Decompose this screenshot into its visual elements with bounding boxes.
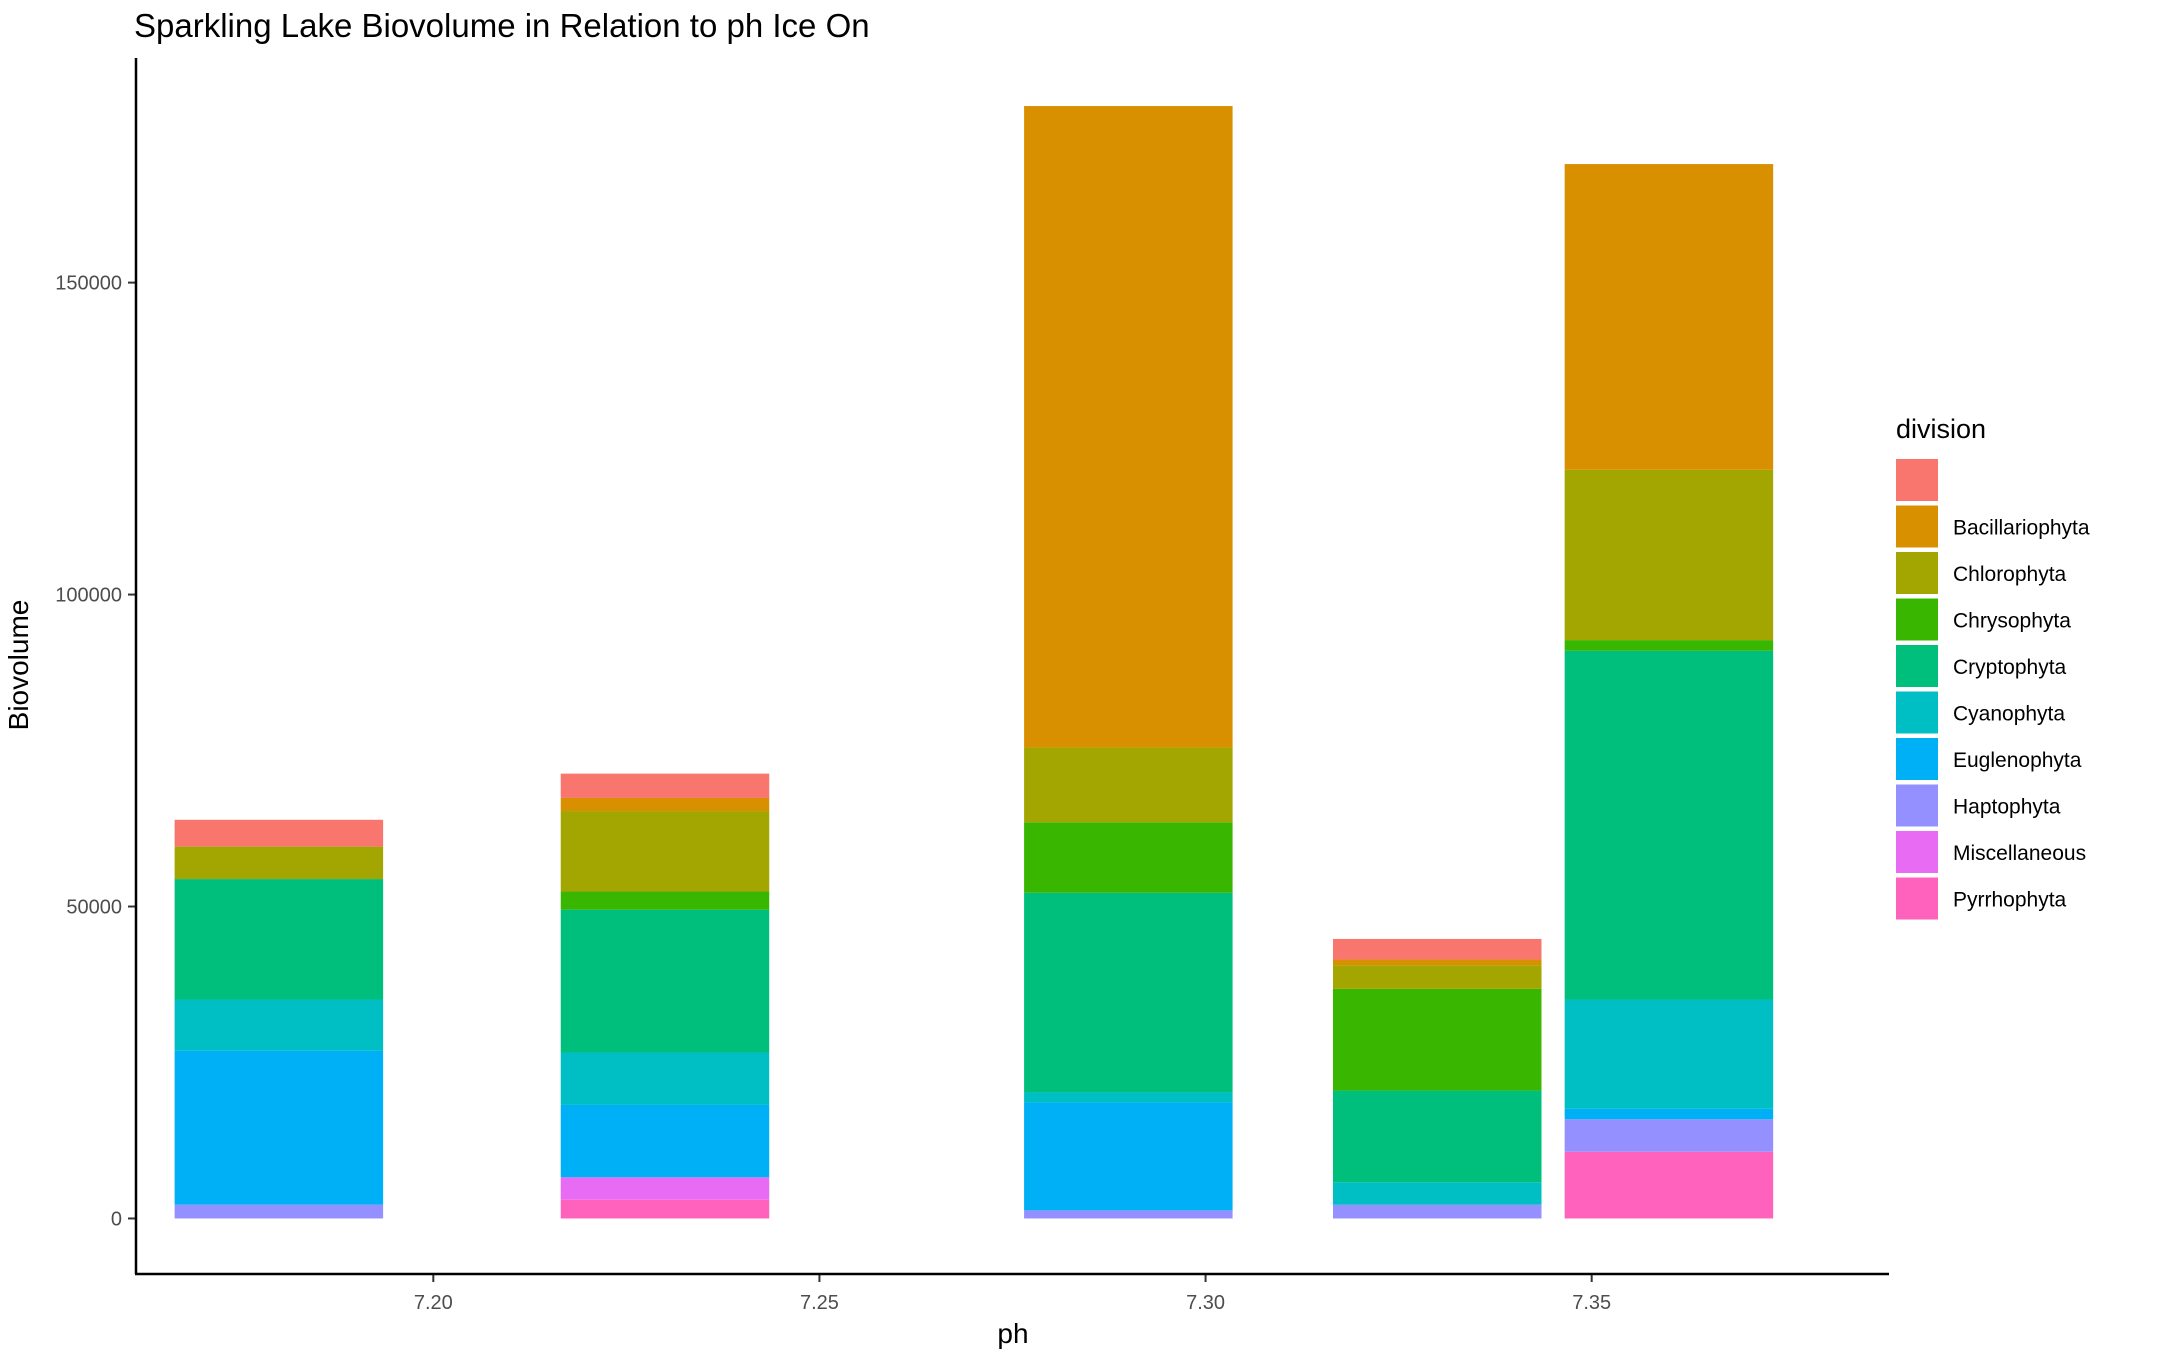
legend-key-cryptophyta [1896, 645, 1938, 687]
bar-segment-cryptophyta-7.33 [1332, 1090, 1542, 1183]
x-tick-label: 7.35 [1572, 1292, 1611, 1314]
legend-key-euglenophyta [1896, 738, 1938, 780]
x-tick-label: 7.20 [414, 1292, 453, 1314]
bar-segment-chrysophyta-7.23 [560, 891, 770, 910]
legend-label-miscellaneous: Miscellaneous [1953, 842, 2086, 865]
bar-segment-cyanophyta-7.36 [1564, 999, 1774, 1109]
legend-label-bacillariophyta: Bacillariophyta [1953, 517, 2090, 540]
legend-key-pyrrhophyta [1896, 877, 1938, 920]
legend-label-cyanophyta: Cyanophyta [1953, 703, 2065, 726]
x-tick-label: 7.25 [800, 1292, 839, 1314]
bar-segment-cryptophyta-7.23 [560, 909, 770, 1053]
bar-segment-miscellaneous-7.23 [560, 1177, 770, 1200]
bar-segment-cryptophyta-7.29 [1024, 892, 1233, 1093]
bar-segment-bacillariophyta-7.36 [1564, 164, 1774, 470]
bar-segment-euglenophyta-7.23 [560, 1104, 770, 1178]
bar-segment-pyrrhophyta-7.23 [560, 1199, 770, 1219]
bar-segment-chlorophyta-7.36 [1564, 469, 1774, 641]
bar-segment-euglenophyta-7.29 [1024, 1102, 1233, 1211]
x-tick-label: 7.30 [1186, 1292, 1225, 1314]
bar-segment-unlabeled-7.18 [174, 819, 384, 847]
legend-key-chrysophyta [1896, 598, 1938, 641]
bar-segment-cryptophyta-7.18 [174, 879, 384, 1000]
y-axis-ticks: 0 50000 100000 150000 [55, 273, 136, 1230]
legend: division Bacillariophyta Chlorophyta Chrys… [1896, 414, 2090, 920]
bar-segment-cryptophyta-7.36 [1564, 650, 1774, 1000]
bar-segment-bacillariophyta-7.33 [1332, 959, 1542, 966]
bar-segment-haptophyta-7.18 [174, 1204, 384, 1219]
bar-segment-cyanophyta-7.33 [1332, 1182, 1542, 1205]
legend-key-bacillariophyta [1896, 505, 1938, 548]
x-axis-ticks: 7.20 7.25 7.30 7.35 [414, 1274, 1611, 1314]
bar-segment-bacillariophyta-7.29 [1024, 106, 1233, 748]
y-tick-label: 50000 [66, 897, 122, 919]
bar-segment-haptophyta-7.36 [1564, 1119, 1774, 1152]
legend-key-miscellaneous [1896, 831, 1938, 873]
legend-label-chlorophyta: Chlorophyta [1953, 563, 2067, 586]
bar-segment-euglenophyta-7.18 [174, 1050, 384, 1205]
bar-layer [174, 106, 1774, 1219]
bar-segment-chrysophyta-7.36 [1564, 640, 1774, 651]
y-axis-title: Biovolume [3, 600, 34, 731]
bar-segment-chlorophyta-7.23 [560, 811, 770, 892]
chart-title: Sparkling Lake Biovolume in Relation to … [134, 7, 870, 44]
bar-segment-euglenophyta-7.36 [1564, 1108, 1774, 1120]
legend-label-chrysophyta: Chrysophyta [1953, 610, 2071, 633]
bar-segment-unlabeled-7.23 [560, 773, 770, 798]
y-tick-label: 150000 [55, 273, 122, 295]
legend-label-haptophyta: Haptophyta [1953, 796, 2061, 819]
y-tick-label: 100000 [55, 585, 122, 607]
bar-segment-cyanophyta-7.29 [1024, 1092, 1233, 1103]
bar-segment-chrysophyta-7.33 [1332, 988, 1542, 1091]
bar-segment-haptophyta-7.29 [1024, 1210, 1233, 1219]
legend-title: division [1896, 414, 1986, 444]
bar-segment-pyrrhophyta-7.36 [1564, 1151, 1774, 1219]
legend-label-pyrrhophyta: Pyrrhophyta [1953, 889, 2067, 912]
legend-key-cyanophyta [1896, 691, 1938, 734]
bar-segment-chlorophyta-7.33 [1332, 965, 1542, 989]
legend-label-euglenophyta: Euglenophyta [1953, 749, 2082, 772]
bar-segment-chlorophyta-7.18 [174, 846, 384, 880]
x-axis-title: ph [997, 1318, 1028, 1349]
bar-segment-chlorophyta-7.29 [1024, 747, 1233, 823]
legend-key-unlabeled [1896, 459, 1938, 501]
bar-segment-bacillariophyta-7.23 [560, 797, 770, 812]
bar-segment-haptophyta-7.33 [1332, 1204, 1542, 1219]
legend-key-chlorophyta [1896, 552, 1938, 594]
legend-label-cryptophyta: Cryptophyta [1953, 656, 2067, 679]
bar-segment-unlabeled-7.33 [1332, 938, 1542, 960]
bar-segment-cyanophyta-7.23 [560, 1052, 770, 1105]
bar-segment-chrysophyta-7.29 [1024, 822, 1233, 893]
bar-segment-cyanophyta-7.18 [174, 999, 384, 1051]
legend-key-haptophyta [1896, 784, 1938, 827]
y-tick-label: 0 [111, 1208, 122, 1230]
